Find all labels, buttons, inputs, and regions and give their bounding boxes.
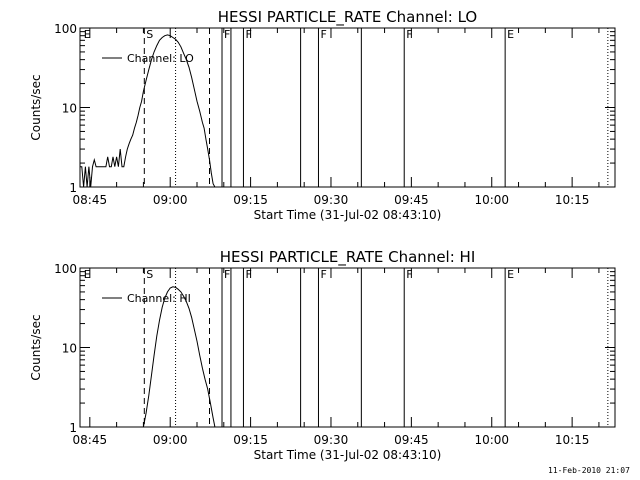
panel-2-y-tick-label: 1 bbox=[69, 421, 77, 435]
footer-timestamp: 11-Feb-2010 21:07 bbox=[548, 466, 630, 475]
panel-1-series-line bbox=[80, 34, 219, 188]
panel-1-x-tick-label: 09:00 bbox=[153, 193, 188, 207]
panel-2-flag-label: F bbox=[406, 268, 412, 281]
panel-1-y-tick-label: 10 bbox=[62, 102, 77, 116]
panel-2-legend-label: Channel: HI bbox=[127, 292, 191, 305]
panel-2-y-tick-label: 10 bbox=[62, 342, 77, 356]
panel-1-flag-label: F bbox=[406, 28, 412, 41]
panel-1-flag-label: F bbox=[320, 28, 326, 41]
panel-2-x-tick-label: 10:00 bbox=[474, 433, 509, 447]
panel-1-x-tick-label: 08:45 bbox=[73, 193, 108, 207]
panel-1-y-axis-label: Counts/sec bbox=[29, 74, 43, 140]
panel-2-series-line bbox=[142, 286, 216, 428]
panel-2-flag-label: E bbox=[507, 268, 514, 281]
panel-2-x-axis-label: Start Time (31-Jul-02 08:43:10) bbox=[254, 448, 442, 462]
panel-2-x-tick-label: 08:45 bbox=[73, 433, 108, 447]
panel-2-flag-label: F bbox=[224, 268, 230, 281]
panel-1-flag-label: F bbox=[224, 28, 230, 41]
panel-1-flag-label: S bbox=[146, 28, 153, 41]
panel-1-flag-label: E bbox=[84, 28, 91, 41]
panel-2-x-tick-label: 09:00 bbox=[153, 433, 188, 447]
panel-1-x-axis-label: Start Time (31-Jul-02 08:43:10) bbox=[254, 208, 442, 222]
panel-1-flag-label: F bbox=[245, 28, 251, 41]
panel-1-x-tick-label: 09:15 bbox=[233, 193, 268, 207]
panel-2-flag-label: E bbox=[84, 268, 91, 281]
panel-1-title: HESSI PARTICLE_RATE Channel: LO bbox=[218, 8, 477, 27]
panel-1-flag-label: E bbox=[507, 28, 514, 41]
panel-1-y-tick-label: 1 bbox=[69, 181, 77, 195]
panel-2-x-tick-label: 09:15 bbox=[233, 433, 268, 447]
panel-1-x-tick-label: 10:00 bbox=[474, 193, 509, 207]
panel-2-x-tick-label: 10:15 bbox=[555, 433, 590, 447]
panel-1-x-tick-label: 10:15 bbox=[555, 193, 590, 207]
panel-1-y-tick-label: 100 bbox=[54, 22, 77, 36]
panel-1-legend-label: Channel: LO bbox=[127, 52, 194, 65]
panel-1-x-tick-label: 09:45 bbox=[394, 193, 429, 207]
panel-2-title: HESSI PARTICLE_RATE Channel: HI bbox=[220, 248, 476, 267]
panel-2-y-tick-label: 100 bbox=[54, 262, 77, 276]
panel-2-y-axis-label: Counts/sec bbox=[29, 314, 43, 380]
panel-2-x-tick-label: 09:45 bbox=[394, 433, 429, 447]
panel-2-flag-label: F bbox=[320, 268, 326, 281]
panel-2-x-tick-label: 09:30 bbox=[314, 433, 349, 447]
panel-2-flag-label: F bbox=[245, 268, 251, 281]
panel-1-x-tick-label: 09:30 bbox=[314, 193, 349, 207]
panel-2-flag-label: S bbox=[146, 268, 153, 281]
